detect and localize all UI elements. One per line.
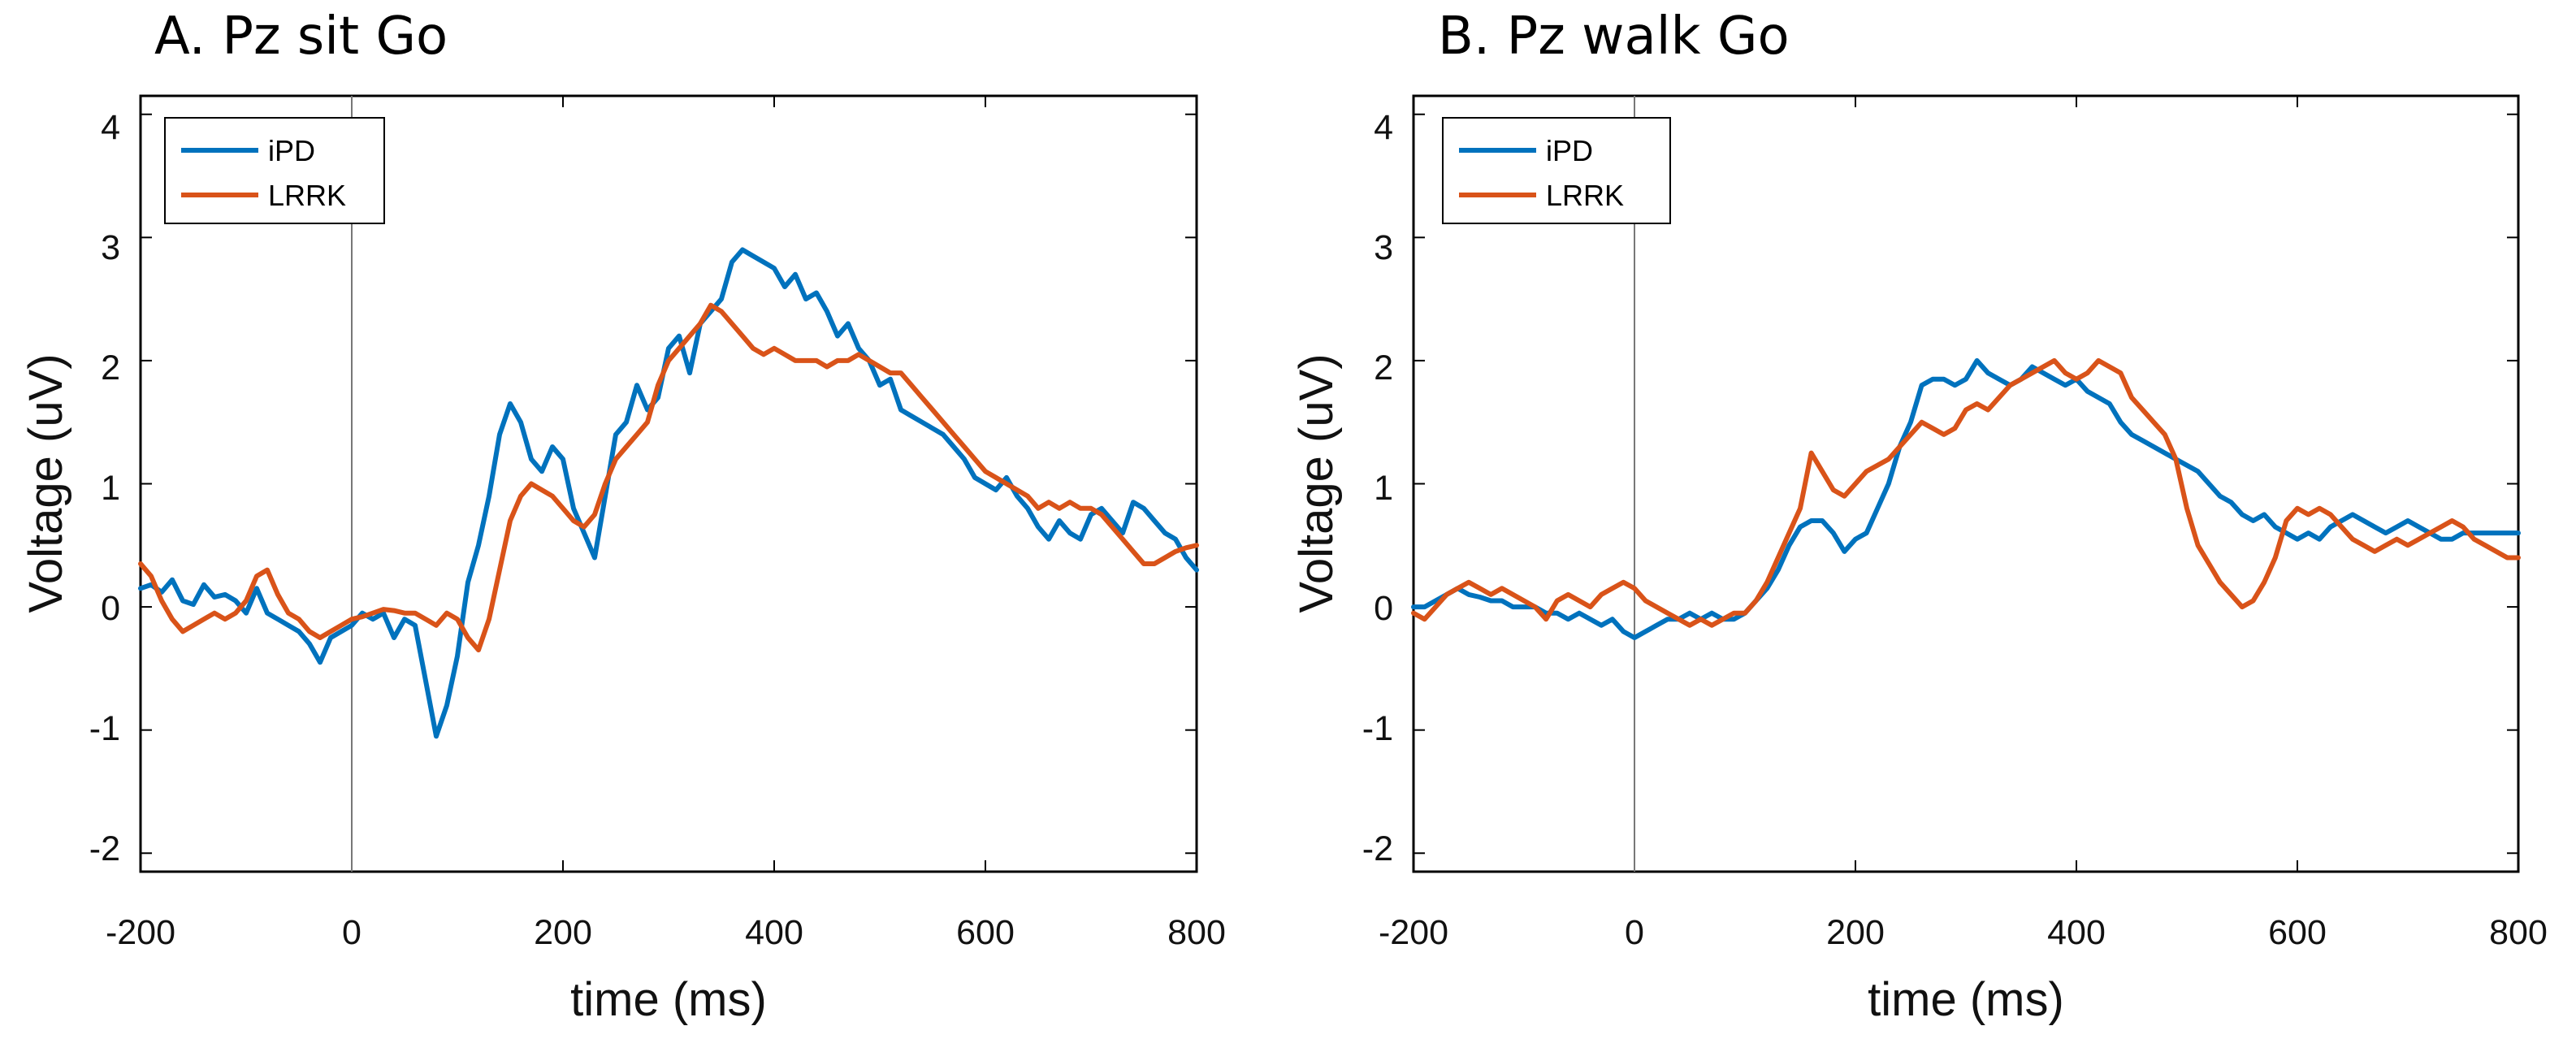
panel-b-x-tick-label: 0 [1625, 913, 1644, 952]
panel-a-x-tick-label: 800 [1167, 913, 1226, 952]
panel-b-x-tick-label: 200 [1826, 913, 1885, 952]
panel-a-title: A. Pz sit Go [154, 6, 448, 67]
panel-b-series [1411, 357, 2521, 640]
panel-b-x-tick-label: 400 [2047, 913, 2106, 952]
panel-b-x-tick-label: -200 [1379, 913, 1448, 952]
panel-a-x-tick-labels: -200 0 200 400 600 800 [106, 913, 1226, 952]
panel-a-series-lrrk [138, 302, 1199, 653]
panel-a-legend-box [164, 117, 385, 224]
panel-a-x-tick-label: 0 [342, 913, 362, 952]
panel-a-x-axis-label: time (ms) [570, 973, 767, 1026]
panel-a-x-tick-label: -200 [106, 913, 175, 952]
panel-a-y-tick-label: 1 [101, 469, 120, 508]
panel-b-x-axis-label: time (ms) [1868, 973, 2064, 1026]
panel-a-plot-area [139, 94, 1198, 873]
panel-a-y-tick-label: -1 [89, 709, 120, 748]
panel-a-y-tick-label: -2 [89, 829, 120, 868]
panel-a-y-tick-label: 0 [101, 589, 120, 628]
panel-a-ticks [140, 96, 1197, 872]
panel-a-x-tick-label: 200 [534, 913, 592, 952]
panel-b-plot-area [1412, 94, 2520, 873]
panel-b-y-tick-label: 2 [1374, 349, 1393, 387]
panel-a-y-tick-label: 2 [101, 349, 120, 387]
panel-a-series-ipd [138, 247, 1199, 739]
panel-b-legend: iPD LRRK [1442, 117, 1671, 224]
panel-b-series-lrrk [1411, 357, 2521, 628]
panel-b-y-tick-label: 1 [1374, 469, 1393, 508]
panel-b-y-axis-label: Voltage (uV) [1290, 353, 1343, 613]
panel-b-y-tick-labels: -2 -1 0 1 2 3 4 [1362, 108, 1393, 868]
panel-b-x-tick-label: 600 [2268, 913, 2327, 952]
panel-b: B. Pz walk Go -200 0 200 400 600 800 -2 … [1290, 6, 2548, 1026]
panel-a-series [138, 247, 1199, 739]
panel-b-title: B. Pz walk Go [1438, 6, 1790, 67]
panel-b-y-tick-label: -2 [1362, 829, 1393, 868]
panel-a-y-axis-label: Voltage (uV) [19, 353, 72, 613]
panel-b-series-ipd [1411, 357, 2521, 640]
panel-a-y-tick-label: 3 [101, 228, 120, 267]
panel-a-y-tick-labels: -2 -1 0 1 2 3 4 [89, 108, 120, 868]
panel-b-y-tick-label: 4 [1374, 108, 1393, 147]
panel-a-x-tick-label: 600 [956, 913, 1015, 952]
panel-b-legend-box [1442, 117, 1671, 224]
panel-b-x-tick-label: 800 [2489, 913, 2548, 952]
panel-b-y-tick-label: -1 [1362, 709, 1393, 748]
panel-a-y-tick-label: 4 [101, 108, 120, 147]
panel-a-legend-label-lrrk: LRRK [268, 179, 346, 212]
panel-b-x-tick-labels: -200 0 200 400 600 800 [1379, 913, 2548, 952]
panel-a-legend: iPD LRRK [164, 117, 385, 224]
panel-b-legend-label-lrrk: LRRK [1546, 179, 1624, 212]
panel-a-legend-label-ipd: iPD [268, 134, 315, 167]
panel-b-y-tick-label: 3 [1374, 228, 1393, 267]
panel-a-x-tick-label: 400 [745, 913, 803, 952]
panel-b-y-tick-label: 0 [1374, 589, 1393, 628]
panel-b-legend-label-ipd: iPD [1546, 134, 1593, 167]
panel-a: A. Pz sit Go -200 0 200 400 600 800 -2 -… [19, 6, 1226, 1026]
